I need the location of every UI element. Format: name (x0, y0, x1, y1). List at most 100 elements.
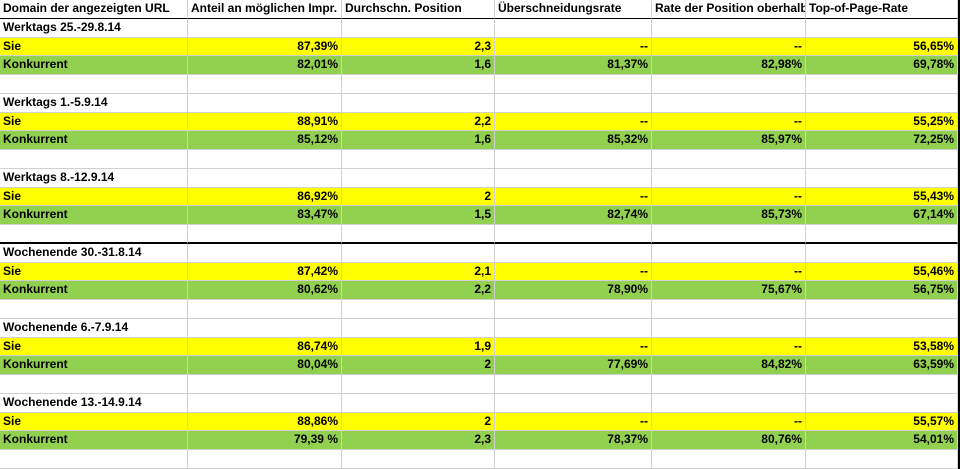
cell (188, 18, 342, 38)
cell (0, 75, 188, 94)
cell (188, 168, 342, 188)
cell (806, 243, 958, 263)
cell (342, 168, 495, 188)
cell: 2 (342, 356, 495, 375)
cell: Durchschn. Position (342, 0, 495, 19)
cell (652, 375, 806, 394)
cell (342, 450, 495, 469)
cell: 82,01% (188, 56, 342, 75)
cell: 69,78% (806, 56, 958, 75)
blank-row (0, 150, 958, 169)
cell: 2,1 (342, 262, 495, 282)
cell (806, 93, 958, 113)
cell (188, 93, 342, 113)
cell (188, 375, 342, 394)
cell: Wochenende 6.-7.9.14 (0, 318, 188, 338)
group-title-row: Wochenende 13.-14.9.14 (0, 393, 958, 413)
cell: 85,32% (495, 131, 652, 150)
data-row: Konkurrent 79,39 % 2,3 78,37% 80,76% 54,01% (0, 431, 958, 450)
cell: Sie (0, 37, 188, 57)
data-row: Sie 86,92% 2 -- -- 55,43% (0, 187, 958, 207)
data-row: Konkurrent 80,62% 2,2 78,90% 75,67% 56,75% (0, 281, 958, 300)
cell: 80,62% (188, 281, 342, 300)
cell: 83,47% (188, 206, 342, 225)
cell (342, 225, 495, 244)
cell (495, 18, 652, 38)
cell (495, 300, 652, 319)
cell: Konkurrent (0, 281, 188, 300)
cell (188, 225, 342, 244)
blank-row (0, 450, 958, 469)
cell: 81,37% (495, 56, 652, 75)
cell (806, 300, 958, 319)
cell (495, 318, 652, 338)
cell: -- (652, 112, 806, 132)
cell (342, 150, 495, 169)
cell: Konkurrent (0, 131, 188, 150)
cell: 79,39 % (188, 431, 342, 450)
cell: 75,67% (652, 281, 806, 300)
cell: 84,82% (652, 356, 806, 375)
blank-row (0, 375, 958, 394)
cell: 86,92% (188, 187, 342, 207)
cell: 80,76% (652, 431, 806, 450)
cell: Konkurrent (0, 431, 188, 450)
cell (495, 168, 652, 188)
cell (652, 318, 806, 338)
cell (188, 150, 342, 169)
cell (806, 375, 958, 394)
cell (652, 93, 806, 113)
group-title-row: Werktags 25.-29.8.14 (0, 18, 958, 38)
cell (342, 93, 495, 113)
cell (652, 300, 806, 319)
cell: Konkurrent (0, 56, 188, 75)
cell (652, 225, 806, 244)
cell: 82,74% (495, 206, 652, 225)
cell: 54,01% (806, 431, 958, 450)
cell: Wochenende 30.-31.8.14 (0, 243, 188, 263)
cell: -- (652, 187, 806, 207)
group-title-row: Wochenende 30.-31.8.14 (0, 243, 958, 263)
cell (652, 150, 806, 169)
cell (342, 318, 495, 338)
cell: 55,46% (806, 262, 958, 282)
cell: -- (652, 262, 806, 282)
header-row: Domain der angezeigten URL Anteil an mögl… (0, 0, 958, 19)
cell (806, 225, 958, 244)
cell (0, 300, 188, 319)
cell (495, 75, 652, 94)
blank-row (0, 75, 958, 94)
cell: Sie (0, 337, 188, 357)
cell: Konkurrent (0, 206, 188, 225)
cell: Werktags 25.-29.8.14 (0, 18, 188, 38)
cell: 2 (342, 412, 495, 432)
cell: 56,75% (806, 281, 958, 300)
cell (806, 168, 958, 188)
cell (0, 450, 188, 469)
cell (495, 225, 652, 244)
group-title-row: Werktags 8.-12.9.14 (0, 168, 958, 188)
cell (342, 18, 495, 38)
cell: 78,90% (495, 281, 652, 300)
cell: Sie (0, 187, 188, 207)
cell: Sie (0, 112, 188, 132)
cell: 85,73% (652, 206, 806, 225)
group-title-row: Werktags 1.-5.9.14 (0, 93, 958, 113)
cell: 85,97% (652, 131, 806, 150)
cell: -- (495, 37, 652, 57)
cell (652, 450, 806, 469)
data-row: Sie 88,86% 2 -- -- 55,57% (0, 412, 958, 432)
cell: 56,65% (806, 37, 958, 57)
data-row: Sie 87,42% 2,1 -- -- 55,46% (0, 262, 958, 282)
cell (188, 75, 342, 94)
cell: 82,98% (652, 56, 806, 75)
cell (652, 75, 806, 94)
cell: 86,74% (188, 337, 342, 357)
cell: Konkurrent (0, 356, 188, 375)
cell: -- (652, 37, 806, 57)
cell (652, 168, 806, 188)
cell (188, 450, 342, 469)
cell (188, 243, 342, 263)
data-row: Sie 88,91% 2,2 -- -- 55,25% (0, 112, 958, 132)
cell (806, 75, 958, 94)
